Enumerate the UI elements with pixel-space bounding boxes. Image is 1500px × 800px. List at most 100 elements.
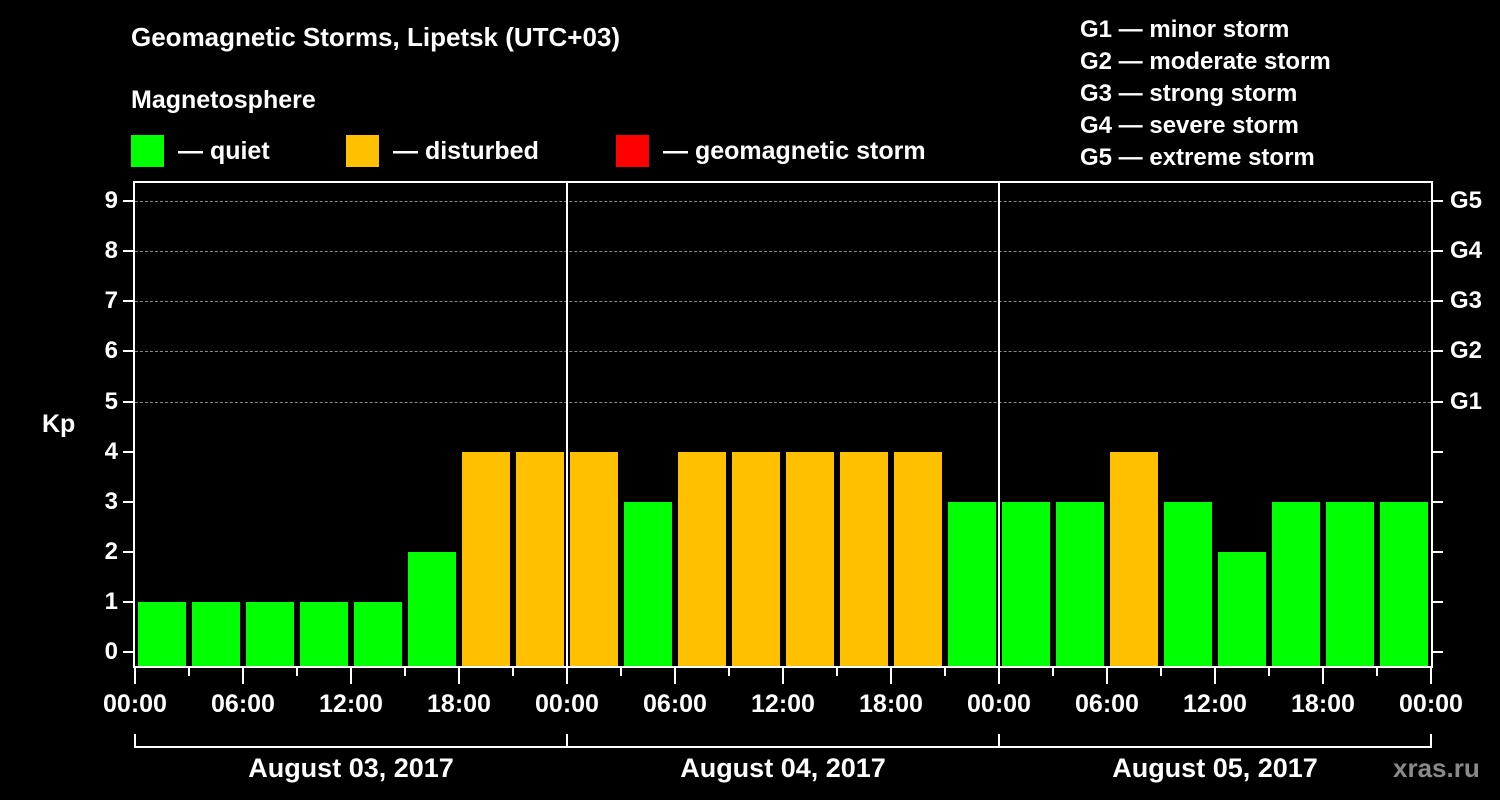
right-y-tick [1433, 551, 1443, 553]
kp-bar [246, 602, 294, 667]
legend-disturbed: — disturbed [346, 135, 539, 167]
x-tick-label: 00:00 [103, 690, 167, 718]
x-major-tick [458, 668, 460, 684]
x-tick-label: 12:00 [751, 690, 815, 718]
kp-bar [1056, 502, 1104, 667]
kp-bar [354, 602, 402, 667]
kp-bar [678, 452, 726, 667]
quiet-swatch-icon [131, 135, 164, 167]
y-tick-label: 7 [104, 287, 118, 314]
kp-bar [1326, 502, 1374, 667]
storm-scale-g5: G5 — extreme storm [1080, 144, 1315, 171]
y-tick-label: 3 [104, 488, 118, 515]
x-minor-tick [1160, 668, 1162, 676]
chart-title: Geomagnetic Storms, Lipetsk (UTC+03) [131, 22, 621, 52]
storm-level-label: G5 [1450, 187, 1483, 214]
kp-bar [300, 602, 348, 667]
gridline-kp-6 [135, 351, 1431, 352]
x-major-tick [134, 668, 136, 684]
right-y-tick [1433, 401, 1443, 403]
kp-bar [840, 452, 888, 667]
x-minor-tick [836, 668, 838, 676]
date-label: August 03, 2017 [248, 753, 454, 783]
date-bracket-tick [998, 734, 1000, 748]
x-minor-tick [188, 668, 190, 676]
storm-scale-g1: G1 — minor storm [1080, 16, 1290, 43]
x-tick-label: 00:00 [1399, 690, 1463, 718]
kp-bar [462, 452, 510, 667]
y-tick-label: 5 [104, 388, 118, 415]
right-y-tick [1433, 300, 1443, 302]
date-bracket-tick [1430, 734, 1432, 748]
date-bracket-tick [134, 734, 136, 748]
kp-bar [1110, 452, 1158, 667]
kp-bar [1272, 502, 1320, 667]
kp-bar [624, 502, 672, 667]
storm-level-label: G2 [1450, 337, 1483, 364]
x-tick-label: 18:00 [1291, 690, 1355, 718]
storm-scale-g3: G3 — strong storm [1080, 80, 1298, 107]
date-label: August 05, 2017 [1112, 753, 1318, 783]
right-y-tick [1433, 250, 1443, 252]
x-minor-tick [404, 668, 406, 676]
x-major-tick [782, 668, 784, 684]
storm-level-label: G1 [1450, 388, 1483, 415]
kp-bar [516, 452, 564, 667]
x-major-tick [1430, 668, 1432, 684]
x-tick-label: 18:00 [859, 690, 923, 718]
right-y-tick [1433, 350, 1443, 352]
y-tick [123, 651, 133, 653]
right-y-tick [1433, 451, 1443, 453]
y-tick [123, 451, 133, 453]
x-tick-label: 06:00 [211, 690, 275, 718]
day-separator [566, 181, 568, 668]
kp-bar [1380, 502, 1428, 667]
x-major-tick [1322, 668, 1324, 684]
x-major-tick [1106, 668, 1108, 684]
legend-quiet: — quiet [131, 135, 270, 167]
legend-quiet-label: — quiet [178, 136, 270, 165]
y-tick [123, 250, 133, 252]
kp-bar [1218, 552, 1266, 667]
kp-bar [192, 602, 240, 667]
x-minor-tick [1376, 668, 1378, 676]
kp-bar [786, 452, 834, 667]
x-major-tick [674, 668, 676, 684]
y-tick [123, 601, 133, 603]
day-separator [998, 181, 1000, 668]
kp-bar [732, 452, 780, 667]
x-minor-tick [1052, 668, 1054, 676]
legend-disturbed-label: — disturbed [393, 136, 539, 165]
kp-bar [1002, 502, 1050, 667]
disturbed-swatch-icon [346, 135, 379, 167]
storm-level-label: G4 [1450, 237, 1483, 264]
x-tick-label: 06:00 [1075, 690, 1139, 718]
y-tick [123, 551, 133, 553]
x-major-tick [566, 668, 568, 684]
date-bracket-tick [566, 734, 568, 748]
y-tick [123, 350, 133, 352]
watermark: xras.ru [1393, 753, 1480, 783]
x-minor-tick [728, 668, 730, 676]
kp-bar [1164, 502, 1212, 667]
kp-bar [570, 452, 618, 667]
right-y-tick [1433, 601, 1443, 603]
x-tick-label: 12:00 [1183, 690, 1247, 718]
y-tick [123, 401, 133, 403]
x-tick-label: 18:00 [427, 690, 491, 718]
date-label: August 04, 2017 [680, 753, 886, 783]
storm-scale-g2: G2 — moderate storm [1080, 48, 1331, 75]
y-tick [123, 501, 133, 503]
x-tick-label: 06:00 [643, 690, 707, 718]
storm-swatch-icon [616, 135, 649, 167]
y-axis-label: Kp [42, 410, 76, 438]
storm-scale-legend: G1 — minor storm G2 — moderate storm G3 … [1080, 14, 1331, 174]
right-y-tick [1433, 200, 1443, 202]
x-minor-tick [620, 668, 622, 676]
y-tick-label: 6 [104, 337, 118, 364]
gridline-kp-9 [135, 201, 1431, 202]
right-y-tick [1433, 501, 1443, 503]
x-minor-tick [944, 668, 946, 676]
legend-storm: — geomagnetic storm [616, 135, 926, 167]
y-tick [123, 300, 133, 302]
